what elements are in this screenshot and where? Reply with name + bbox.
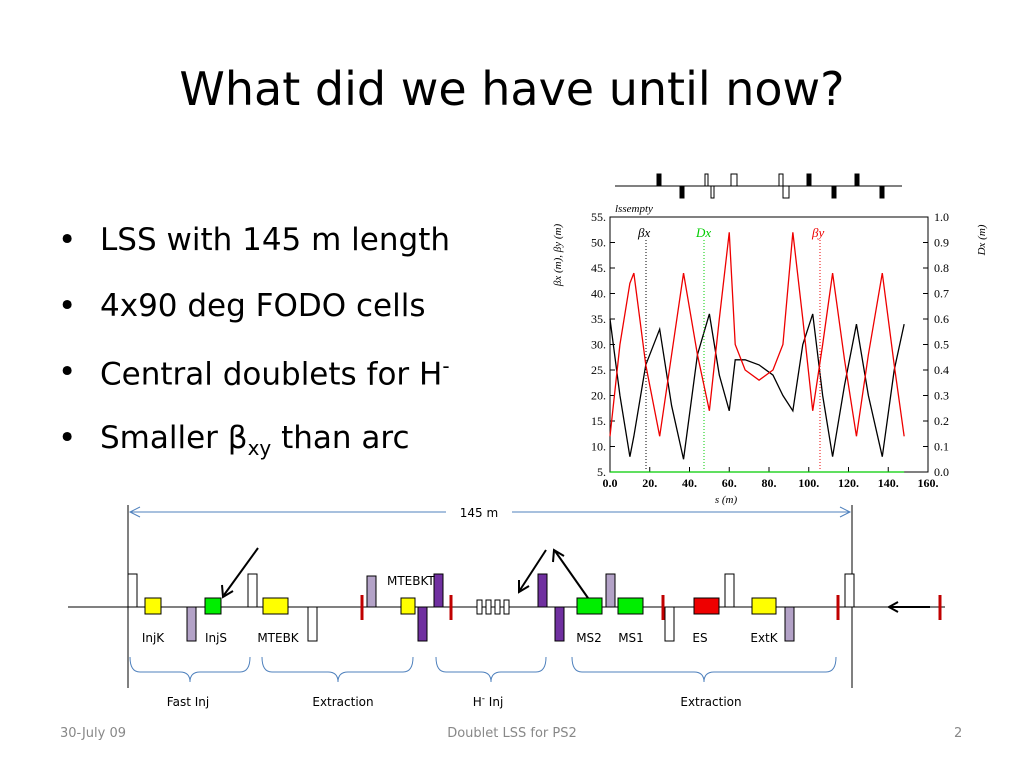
bullet-list: LSS with 145 m length 4x90 deg FODO cells…	[58, 222, 450, 486]
y-tick-label: 30.	[591, 338, 606, 352]
bullet: LSS with 145 m length	[58, 222, 450, 288]
magnets	[127, 573, 855, 642]
y-tick-label: 35.	[591, 312, 606, 326]
x-tick-label: 0.0	[603, 476, 618, 490]
bullet: Central doublets for H-	[58, 354, 450, 420]
text: Central doublets for H	[100, 356, 443, 393]
text: than arc	[271, 420, 410, 456]
footer-center: Doublet LSS for PS2	[447, 726, 577, 741]
markers	[360, 595, 942, 620]
beta-plot: lssempty s (m) βx (m), βy (m) Dx (m) 0.0…	[552, 173, 988, 506]
y2-tick-label: 0.9	[934, 236, 949, 250]
section-label: H- Inj	[473, 694, 504, 709]
text: 4x90 deg FODO cells	[100, 288, 426, 324]
text: LSS with 145 m length	[100, 222, 450, 258]
series-line	[609, 232, 905, 437]
arrows	[221, 547, 930, 613]
y-tick-label: 20.	[591, 389, 606, 403]
y-tick-label: 40.	[591, 287, 606, 301]
element-label: MTEBK	[257, 631, 299, 645]
y-tick-label: 25.	[591, 363, 606, 377]
x-tick-label: 160.	[918, 476, 939, 490]
x-tick-label: 60.	[722, 476, 737, 490]
y2-tick-label: 0.6	[934, 312, 949, 326]
y2-tick-label: 0.0	[934, 465, 949, 479]
superscript: -	[482, 694, 485, 704]
y2-tick-label: 0.8	[934, 261, 949, 275]
element-label: MS2	[576, 631, 602, 645]
element-label: InjS	[205, 631, 227, 645]
footer-page: 2	[954, 726, 963, 741]
y2-tick-label: 0.4	[934, 363, 949, 377]
y-axis-title: βx (m), βy (m)	[552, 224, 564, 288]
y-tick-label: 15.	[591, 414, 606, 428]
legend-label: βy	[811, 225, 824, 240]
dimension-line	[128, 506, 852, 518]
subscript: xy	[247, 436, 272, 461]
section-label: Fast Inj	[167, 695, 209, 709]
bullet: Smaller βxy than arc	[58, 420, 450, 486]
text: Fast Inj	[167, 695, 209, 709]
y2-tick-label: 1.0	[934, 210, 949, 224]
text: Smaller β	[100, 420, 248, 456]
text: Extraction	[680, 695, 741, 709]
element-label: InjK	[142, 631, 165, 645]
section-label: Extraction	[680, 695, 741, 709]
y-tick-label: 55.	[591, 210, 606, 224]
mtebkt-label: MTEBKT	[387, 574, 435, 588]
slide-title: What did we have until now?	[179, 62, 845, 116]
y-tick-label: 5.	[597, 465, 606, 479]
x-tick-label: 100.	[798, 476, 819, 490]
y2-tick-label: 0.2	[934, 414, 949, 428]
y2-tick-label: 0.1	[934, 440, 949, 454]
element-label: ExtK	[750, 631, 778, 645]
series-line	[609, 313, 905, 460]
y2-tick-label: 0.5	[934, 338, 949, 352]
length-label: 145 m	[460, 506, 498, 520]
y2-tick-label: 0.3	[934, 389, 949, 403]
bullet: 4x90 deg FODO cells	[58, 288, 450, 354]
section-label: Extraction	[312, 695, 373, 709]
element-label: ES	[692, 631, 707, 645]
x-tick-label: 20.	[642, 476, 657, 490]
y-tick-label: 50.	[591, 236, 606, 250]
text: H	[473, 695, 482, 709]
x-axis-title: s (m)	[715, 494, 738, 506]
element-label: MS1	[618, 631, 644, 645]
legend-label: Dx	[695, 225, 711, 240]
x-tick-label: 120.	[838, 476, 859, 490]
superscript: -	[442, 354, 450, 378]
x-tick-label: 140.	[878, 476, 899, 490]
y2-axis-title: Dx (m)	[976, 224, 988, 256]
plot-title: lssempty	[615, 203, 653, 215]
y2-tick-label: 0.7	[934, 287, 949, 301]
x-tick-label: 80.	[762, 476, 777, 490]
layout-lines	[68, 505, 945, 688]
y-tick-label: 45.	[591, 261, 606, 275]
legend-label: βx	[637, 225, 650, 240]
y-tick-label: 10.	[591, 440, 606, 454]
lss-layout: 145 m MTEBKT InjK InjS MTEBK MS2 MS1 ES ExtK Fa…	[68, 505, 945, 709]
lattice-strip	[615, 173, 902, 199]
text: Inj	[485, 695, 503, 709]
x-tick-label: 40.	[682, 476, 697, 490]
section-braces	[129, 656, 837, 683]
text: Extraction	[312, 695, 373, 709]
footer-date: 30-July 09	[60, 726, 127, 741]
